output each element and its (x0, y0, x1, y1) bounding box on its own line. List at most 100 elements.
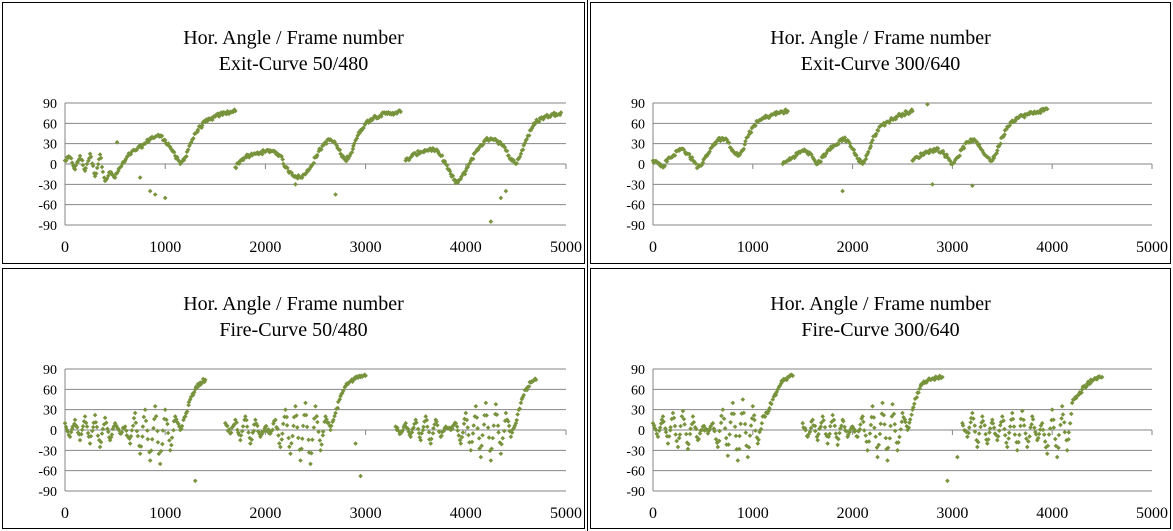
data-point (717, 428, 722, 434)
data-point (90, 424, 96, 430)
x-tick-label: 1000 (737, 505, 769, 522)
data-point (686, 151, 692, 157)
data-point (69, 160, 75, 166)
data-point (121, 425, 127, 431)
data-point (74, 425, 80, 430)
data-point (873, 133, 878, 139)
data-point (162, 416, 167, 422)
data-point (683, 431, 689, 437)
data-point (299, 446, 304, 452)
data-point (92, 173, 98, 179)
data-point (847, 141, 853, 146)
data-point (320, 429, 326, 434)
data-point (87, 441, 93, 446)
data-point (102, 415, 108, 421)
data-point (883, 435, 889, 441)
data-point (860, 414, 865, 419)
data-point (344, 154, 350, 159)
data-point (358, 473, 363, 479)
data-point (467, 440, 472, 445)
x-tick-label: 2000 (837, 505, 869, 522)
chart-subtitle: Exit-Curve 300/640 (800, 53, 961, 75)
data-point (330, 419, 335, 425)
data-point (1019, 408, 1025, 414)
data-point (837, 430, 842, 436)
data-point (460, 430, 466, 435)
data-point (906, 425, 912, 431)
data-point (187, 143, 192, 149)
panel-divider (587, 0, 588, 531)
data-point (153, 413, 159, 419)
data-point (63, 424, 69, 430)
data-point (294, 425, 300, 430)
data-point (376, 115, 382, 120)
data-point (1040, 427, 1046, 433)
data-point (278, 444, 283, 450)
data-point (110, 173, 116, 178)
data-point (1034, 437, 1040, 443)
data-point (1024, 444, 1030, 450)
chart-title-block: Hor. Angle / Frame number Exit-Curve 50/… (3, 25, 584, 77)
data-point (815, 437, 820, 443)
data-point (982, 423, 987, 428)
data-point (1027, 434, 1032, 439)
data-point (990, 417, 995, 423)
data-point (413, 151, 418, 157)
data-point (754, 435, 760, 440)
data-point (711, 142, 717, 148)
data-point (465, 425, 470, 430)
data-point (917, 155, 922, 161)
data-point (244, 424, 250, 429)
data-point (995, 434, 1001, 439)
data-point (1016, 439, 1021, 445)
data-point (790, 373, 796, 379)
data-point (742, 142, 748, 147)
x-tick-label: 0 (61, 239, 69, 256)
data-point (351, 143, 356, 149)
data-point (748, 130, 754, 135)
data-point (259, 150, 264, 155)
data-point (274, 424, 279, 430)
data-point (138, 444, 144, 449)
data-point (106, 173, 111, 179)
data-point (725, 453, 731, 459)
data-point (314, 152, 320, 158)
data-point (145, 428, 150, 433)
data-point (284, 423, 290, 428)
data-point (228, 430, 234, 435)
data-point (416, 430, 422, 436)
data-point (109, 171, 115, 177)
data-point (474, 415, 480, 420)
data-point (124, 428, 129, 434)
y-tick-label: 30 (631, 138, 645, 153)
data-point (903, 419, 908, 425)
y-tick-label: -90 (626, 219, 645, 234)
data-point (479, 443, 484, 449)
data-point (708, 424, 713, 429)
data-point (440, 429, 445, 435)
data-point (169, 435, 175, 440)
data-point (855, 434, 860, 440)
x-tick-label: 4000 (1036, 505, 1068, 522)
data-point (489, 446, 494, 452)
data-point (971, 416, 976, 422)
data-point (930, 182, 935, 187)
data-point (103, 177, 109, 183)
data-point (92, 412, 98, 418)
data-point (991, 155, 997, 161)
data-point (1056, 445, 1061, 451)
data-point (1085, 379, 1091, 385)
data-point (298, 458, 303, 463)
data-point (79, 427, 85, 433)
data-point (998, 141, 1003, 146)
data-point (497, 139, 503, 145)
data-point (323, 140, 328, 145)
data-point (291, 423, 296, 429)
data-point (412, 421, 417, 427)
scatter-series (650, 372, 1105, 484)
x-tick-label: 4000 (1036, 239, 1068, 256)
data-point (863, 433, 868, 438)
data-point (344, 158, 349, 164)
data-point (119, 429, 125, 435)
data-point (62, 420, 68, 426)
